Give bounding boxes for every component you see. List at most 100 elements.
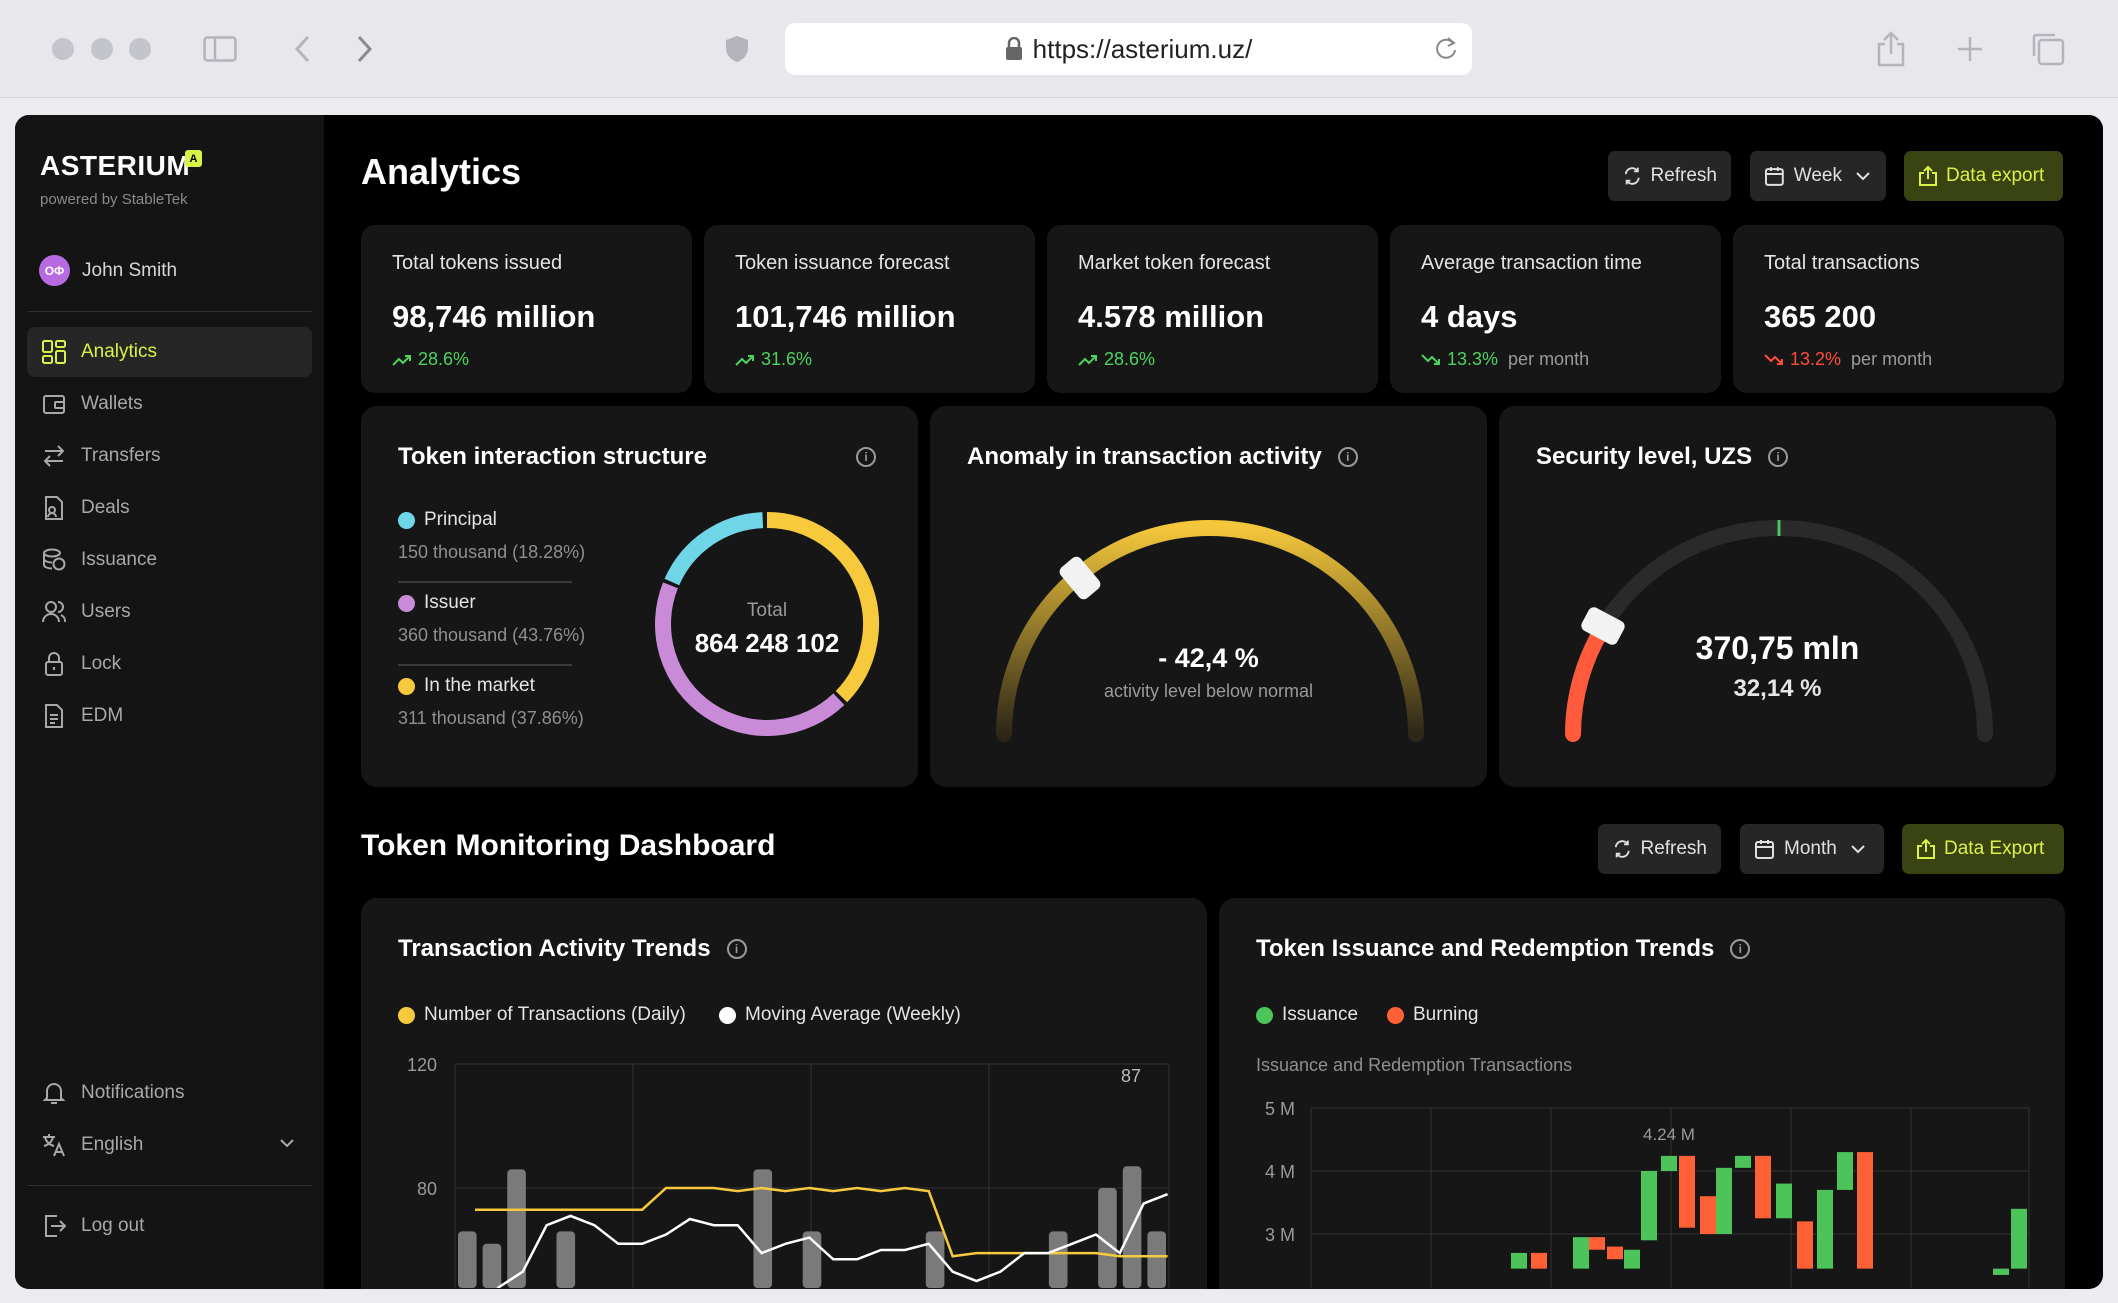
data-export-button[interactable]: Data Export <box>1902 824 2064 874</box>
brand-tagline: powered by StableTek <box>40 191 188 208</box>
shield-icon[interactable] <box>718 30 756 68</box>
stat-change: 13.2% per month <box>1764 349 2033 370</box>
info-icon[interactable]: i <box>726 939 747 959</box>
refresh-label: Refresh <box>1640 838 1707 859</box>
language-select[interactable]: English <box>27 1120 312 1170</box>
user-profile[interactable]: ОФ John Smith <box>39 255 177 286</box>
data-label: 4.24 M <box>1643 1125 1695 1144</box>
stat-change: 31.6% <box>735 349 1004 370</box>
main-content: Analytics Refresh Week Data export Total… <box>324 115 2103 1289</box>
legend-label: In the market <box>424 675 535 696</box>
window-minimize-dot[interactable] <box>91 38 113 60</box>
legend-daily: Number of Transactions (Daily) <box>398 1004 686 1026</box>
legend-issuance: Issuance <box>1256 1004 1358 1026</box>
legend-dot <box>398 1006 415 1024</box>
candle-bar <box>1700 1196 1716 1234</box>
candle-bar <box>1755 1155 1771 1219</box>
refresh-label: Refresh <box>1650 165 1717 186</box>
info-icon[interactable]: i <box>1768 447 1789 467</box>
candle-bar <box>1573 1237 1589 1269</box>
sidebar-item-lock[interactable]: Lock <box>27 639 312 689</box>
sidebar-item-analytics[interactable]: Analytics <box>27 327 312 377</box>
candle-bar <box>1817 1189 1833 1269</box>
gauge-needle <box>1059 556 1101 600</box>
stat-card: Average transaction time 4 days 13.3% pe… <box>1390 225 1721 393</box>
sidebar-item-edm[interactable]: EDM <box>27 691 312 741</box>
trend-down-icon <box>1421 353 1440 365</box>
window-zoom-dot[interactable] <box>129 38 151 60</box>
sidebar-item-label: Users <box>81 601 131 622</box>
info-icon[interactable]: i <box>856 447 876 467</box>
logout-label: Log out <box>81 1215 145 1236</box>
candle-bar <box>1716 1167 1732 1234</box>
wallet-icon <box>43 395 65 414</box>
candle-bar <box>1607 1246 1623 1260</box>
candle-bar <box>1857 1152 1873 1269</box>
card-title-text: Security level, UZS <box>1536 443 1753 470</box>
trend-up-icon <box>735 354 754 366</box>
donut-chart <box>655 512 879 736</box>
sidebar-item-deals[interactable]: Deals <box>27 483 312 533</box>
legend-dot <box>1387 1006 1404 1024</box>
window-close-dot[interactable] <box>52 38 74 60</box>
card-title-text: Anomaly in transaction activity <box>967 443 1322 470</box>
stat-label: Market token forecast <box>1078 252 1271 274</box>
export-icon <box>1917 838 1935 859</box>
sidebar-item-transfers[interactable]: Transfers <box>27 431 312 481</box>
sidebar-toggle-icon[interactable] <box>201 30 239 68</box>
candle-bar <box>1511 1252 1527 1269</box>
reload-icon[interactable] <box>1434 35 1458 61</box>
series-line-weekly <box>496 1193 1169 1288</box>
new-tab-icon[interactable] <box>1951 30 1989 68</box>
data-export-button[interactable]: Data export <box>1904 151 2063 201</box>
chart-title: Token Issuance and Redemption Trends <box>1256 935 1715 962</box>
stat-card: Market token forecast 4.578 million 28.6… <box>1047 225 1378 393</box>
period-select[interactable]: Week <box>1750 151 1886 201</box>
bar <box>556 1231 576 1288</box>
share-icon[interactable] <box>1872 30 1910 68</box>
brand-logo: ASTERIUM <box>40 150 191 181</box>
export-label: Data export <box>1946 165 2045 186</box>
sidebar-item-notifications[interactable]: Notifications <box>27 1068 312 1118</box>
sidebar-item-issuance[interactable]: Issuance <box>27 535 312 585</box>
brand-badge-icon: A <box>185 150 202 167</box>
anomaly-card: Anomaly in transaction activity i - 42,4… <box>930 406 1487 787</box>
sidebar-item-users[interactable]: Users <box>27 587 312 637</box>
y-tick-label: 80 <box>417 1179 437 1199</box>
card-title: Security level, UZS i <box>1536 443 1789 471</box>
stat-value: 101,746 million <box>735 299 956 334</box>
refresh-button[interactable]: Refresh <box>1608 151 1731 201</box>
avatar: ОФ <box>39 255 70 286</box>
anomaly-caption: activity level below normal <box>1103 681 1314 701</box>
sidebar-item-label: Wallets <box>81 393 143 414</box>
sidebar-item-wallets[interactable]: Wallets <box>27 379 312 429</box>
stat-value: 4 days <box>1421 299 1518 334</box>
period-select[interactable]: Month <box>1740 824 1884 874</box>
card-title: Anomaly in transaction activity i <box>967 443 1358 471</box>
bar <box>753 1169 773 1288</box>
info-icon[interactable]: i <box>1730 939 1751 959</box>
donut-slice <box>664 512 764 586</box>
security-card: Security level, UZS i 370,75 mln 32,14 % <box>1499 406 2056 787</box>
issuance-trends-card: Token Issuance and Redemption Trends i I… <box>1219 898 2065 1289</box>
bar <box>458 1231 477 1288</box>
legend-label: Issuer <box>424 592 476 613</box>
anomaly-gauge <box>996 520 1424 742</box>
back-icon[interactable] <box>283 30 321 68</box>
refresh-button[interactable]: Refresh <box>1598 824 1721 874</box>
legend-principal: Principal <box>398 509 497 531</box>
legend-dot <box>398 511 415 529</box>
address-bar[interactable]: https://asterium.uz/ <box>785 23 1472 75</box>
y-tick-label: 3 M <box>1265 1225 1295 1245</box>
bar <box>1147 1231 1166 1288</box>
info-icon[interactable]: i <box>1337 447 1358 467</box>
logout-button[interactable]: Log out <box>27 1201 312 1251</box>
stat-card: Total transactions 365 200 13.2% per mon… <box>1733 225 2064 393</box>
stat-change: 13.3% per month <box>1421 349 1690 370</box>
bell-icon <box>42 1083 66 1104</box>
forward-icon[interactable] <box>346 30 384 68</box>
candle-bar <box>1797 1221 1813 1269</box>
trend-up-icon <box>1078 354 1097 366</box>
tabs-overview-icon[interactable] <box>2029 30 2067 68</box>
stat-change: 28.6% <box>1078 349 1347 370</box>
